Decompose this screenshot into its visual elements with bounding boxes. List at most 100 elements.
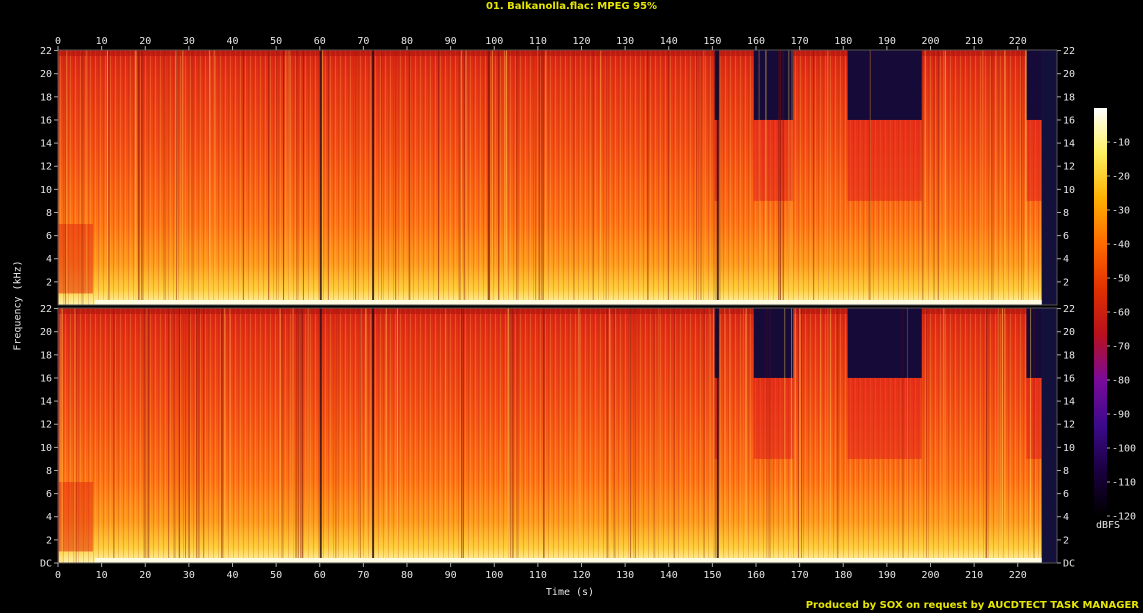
transient-line (464, 50, 466, 305)
transient-line (295, 308, 297, 563)
x-tick-label: 30 (183, 36, 195, 47)
colorbar-tick-label: -40 (1112, 240, 1130, 251)
colorbar-tick-label: -50 (1112, 274, 1130, 285)
colorbar-tick-label: -20 (1112, 172, 1130, 183)
transient-line (460, 50, 462, 305)
y-tick-label-left: 12 (40, 162, 52, 173)
transient-line (322, 50, 324, 305)
x-tick-label: 130 (616, 570, 634, 581)
transient-line (307, 308, 309, 563)
transient-line (791, 50, 793, 305)
dc-band (95, 558, 1042, 563)
y-tick-label-left: 2 (46, 535, 52, 546)
transient-line (647, 50, 649, 305)
x-tick-label: 60 (314, 36, 326, 47)
transient-line (986, 308, 988, 563)
transient-line (285, 50, 287, 305)
transient-line (714, 50, 716, 305)
transient-line (301, 308, 303, 563)
transient-line (703, 50, 705, 305)
y-tick-label-left: 6 (46, 231, 52, 242)
dropout-line (716, 50, 719, 305)
x-tick-label: 190 (878, 36, 896, 47)
transient-line (605, 50, 607, 305)
transient-line (944, 50, 946, 305)
dropout-line (372, 50, 375, 305)
transient-line (507, 308, 509, 563)
transient-line (395, 50, 397, 305)
transient-line (196, 308, 198, 563)
intro-band (58, 224, 93, 294)
y-tick-label-left: 10 (40, 185, 52, 196)
transient-line (138, 50, 140, 305)
x-tick-label: 80 (401, 570, 413, 581)
transient-line (148, 308, 150, 563)
y-tick-label-right: 14 (1063, 397, 1075, 408)
y-tick-label-left: 14 (40, 139, 52, 150)
transient-line (724, 308, 726, 563)
y-tick-label-left: 4 (46, 512, 52, 523)
transient-line (728, 308, 730, 563)
x-tick-label: 130 (616, 36, 634, 47)
colorbar-tick-label: -70 (1112, 342, 1130, 353)
x-tick-label: 20 (139, 570, 151, 581)
transient-line (573, 50, 575, 305)
transient-line (869, 50, 871, 305)
y-tick-label-left: 14 (40, 397, 52, 408)
x-tick-label: 160 (747, 36, 765, 47)
transient-line (516, 50, 518, 305)
transient-line (1021, 50, 1023, 305)
y-tick-label-right: 20 (1063, 69, 1075, 80)
y-tick-label-right: 22 (1063, 304, 1075, 315)
y-tick-label-left: 20 (40, 69, 52, 80)
x-ticks-bottom: 0 10 20 30 40 50 60 70 80 90 100 110 120 130 140 150 160… (55, 563, 1027, 581)
transient-line (360, 308, 362, 563)
x-tick-label: 0 (55, 36, 61, 47)
colorbar: -10 -20 -30 -40 -50 -60 -70 -80 -90 -100 -110 -120 (1094, 108, 1136, 523)
lowpass-cutoff-region (847, 308, 922, 378)
x-tick-label: 0 (55, 570, 61, 581)
transient-line (203, 308, 205, 563)
transient-line (813, 50, 815, 305)
transient-line (359, 308, 361, 563)
transient-line (1030, 308, 1032, 563)
lowpass-cutoff-region (847, 50, 922, 120)
transient-line (113, 308, 115, 563)
y-tick-label-right: 12 (1063, 420, 1075, 431)
colorbar-tick-label: -60 (1112, 308, 1130, 319)
transient-line (279, 308, 281, 563)
transient-line (86, 50, 88, 305)
transient-line (830, 308, 832, 563)
colorbar-unit-label: dBFS (1096, 520, 1121, 531)
x-tick-label: 20 (139, 36, 151, 47)
transient-line (327, 50, 329, 305)
transient-line (943, 50, 945, 305)
y-tick-label-right: 16 (1063, 373, 1075, 384)
transient-line (543, 308, 545, 563)
transient-line (498, 50, 500, 305)
x-tick-label: 210 (965, 570, 983, 581)
transient-line (296, 308, 298, 563)
transient-line (791, 308, 793, 563)
colorbar-scale (1094, 108, 1107, 516)
transient-line (505, 50, 507, 305)
transient-line (545, 50, 547, 305)
transient-line (926, 308, 928, 563)
transient-line (438, 50, 440, 305)
dropout-line (716, 308, 719, 563)
x-tick-label: 100 (485, 36, 503, 47)
y-tick-label-right: 4 (1063, 512, 1069, 523)
transient-line (1004, 50, 1006, 305)
dropout-line (372, 308, 375, 563)
y-axis-label: Frequency (kHz) (12, 260, 24, 351)
x-tick-label: 190 (878, 570, 896, 581)
transient-line (535, 50, 537, 305)
transient-line (465, 50, 467, 305)
transient-line (600, 50, 602, 305)
transient-line (933, 50, 935, 305)
x-tick-label: 100 (485, 570, 503, 581)
transient-line (1004, 308, 1006, 563)
transient-line (58, 308, 60, 563)
transient-line (1025, 50, 1027, 305)
